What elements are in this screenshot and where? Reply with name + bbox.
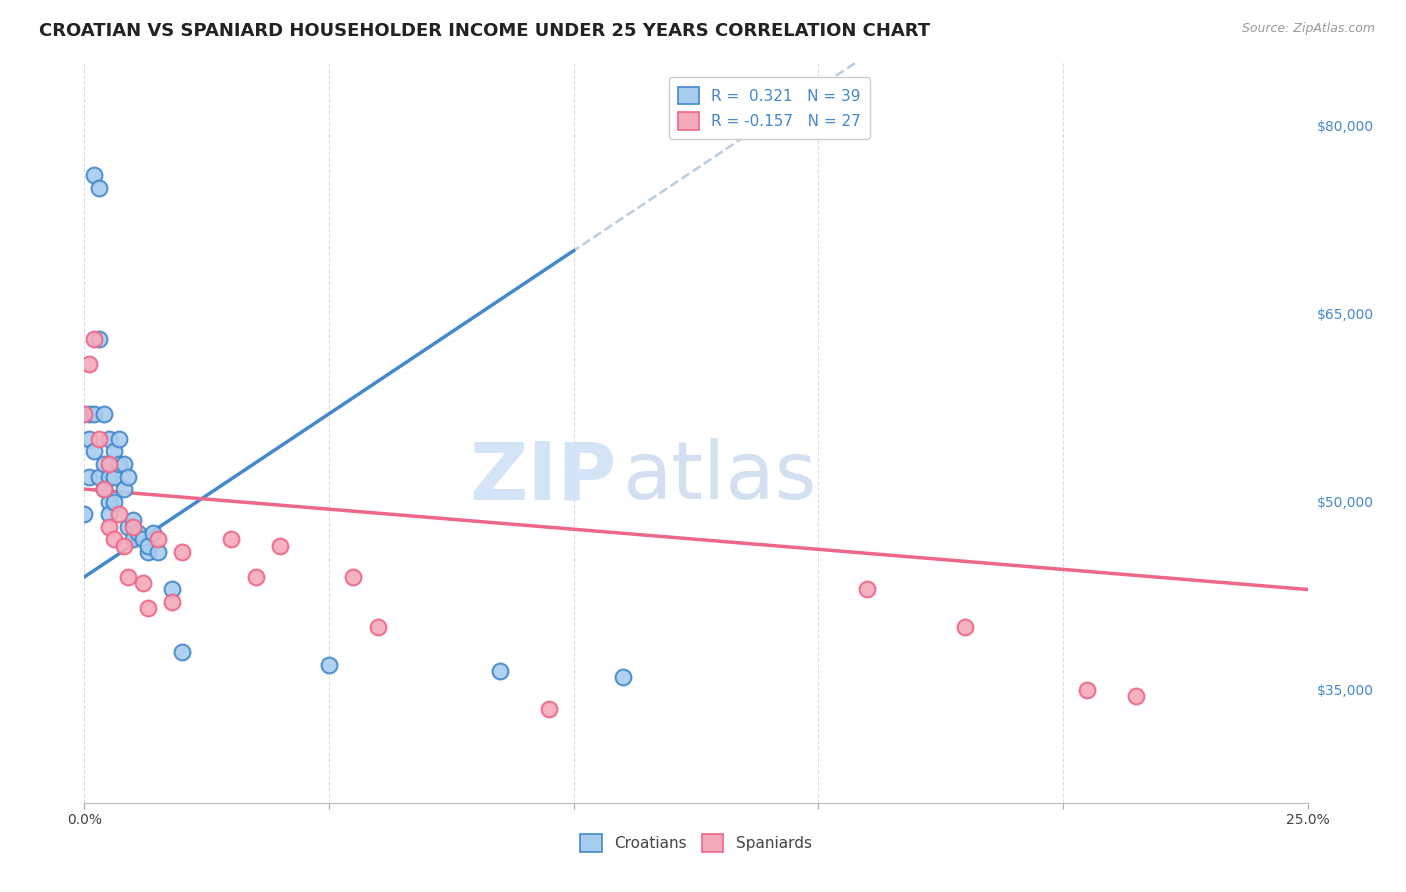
Point bbox=[77, 407, 100, 421]
Point bbox=[93, 457, 115, 471]
Point bbox=[87, 331, 110, 345]
Point bbox=[269, 539, 291, 553]
Point bbox=[83, 407, 105, 421]
Point bbox=[136, 601, 159, 615]
Point bbox=[97, 432, 120, 446]
Point bbox=[107, 507, 129, 521]
Point bbox=[77, 357, 100, 371]
Point bbox=[97, 494, 120, 508]
Point bbox=[172, 645, 194, 659]
Point bbox=[87, 469, 110, 483]
Point bbox=[122, 520, 145, 534]
Y-axis label: Householder Income Under 25 years: Householder Income Under 25 years bbox=[0, 306, 7, 559]
Point bbox=[93, 482, 115, 496]
Point bbox=[97, 507, 120, 521]
Point bbox=[538, 701, 561, 715]
Point bbox=[136, 545, 159, 559]
Legend: Croatians, Spaniards: Croatians, Spaniards bbox=[574, 829, 818, 858]
Text: Source: ZipAtlas.com: Source: ZipAtlas.com bbox=[1241, 22, 1375, 36]
Point bbox=[97, 457, 120, 471]
Point bbox=[136, 539, 159, 553]
Point bbox=[107, 457, 129, 471]
Point bbox=[77, 432, 100, 446]
Point bbox=[73, 507, 96, 521]
Point bbox=[122, 533, 145, 547]
Point bbox=[612, 670, 634, 684]
Point bbox=[83, 444, 105, 458]
Point bbox=[219, 533, 242, 547]
Point bbox=[172, 545, 194, 559]
Point bbox=[103, 494, 125, 508]
Point bbox=[93, 407, 115, 421]
Point bbox=[87, 181, 110, 195]
Point bbox=[127, 526, 149, 541]
Point bbox=[107, 432, 129, 446]
Point bbox=[132, 576, 155, 591]
Point bbox=[117, 469, 139, 483]
Point bbox=[342, 570, 364, 584]
Point bbox=[83, 169, 105, 183]
Point bbox=[367, 620, 389, 634]
Point bbox=[146, 545, 169, 559]
Point bbox=[856, 582, 879, 597]
Point bbox=[142, 526, 165, 541]
Text: atlas: atlas bbox=[623, 438, 817, 516]
Point bbox=[77, 469, 100, 483]
Point bbox=[93, 482, 115, 496]
Point bbox=[83, 331, 105, 345]
Text: CROATIAN VS SPANIARD HOUSEHOLDER INCOME UNDER 25 YEARS CORRELATION CHART: CROATIAN VS SPANIARD HOUSEHOLDER INCOME … bbox=[39, 22, 931, 40]
Point bbox=[112, 482, 135, 496]
Point bbox=[103, 533, 125, 547]
Point bbox=[73, 407, 96, 421]
Point bbox=[112, 457, 135, 471]
Point bbox=[953, 620, 976, 634]
Point bbox=[122, 513, 145, 527]
Point bbox=[146, 533, 169, 547]
Point bbox=[87, 432, 110, 446]
Point bbox=[112, 539, 135, 553]
Text: ZIP: ZIP bbox=[470, 438, 616, 516]
Point bbox=[489, 664, 512, 678]
Point bbox=[132, 533, 155, 547]
Point bbox=[97, 469, 120, 483]
Point bbox=[1125, 689, 1147, 703]
Point bbox=[103, 469, 125, 483]
Point bbox=[117, 520, 139, 534]
Point bbox=[162, 595, 184, 609]
Point bbox=[318, 657, 340, 672]
Point bbox=[245, 570, 267, 584]
Point bbox=[97, 520, 120, 534]
Point bbox=[103, 444, 125, 458]
Point bbox=[1076, 682, 1098, 697]
Point bbox=[117, 570, 139, 584]
Point bbox=[162, 582, 184, 597]
